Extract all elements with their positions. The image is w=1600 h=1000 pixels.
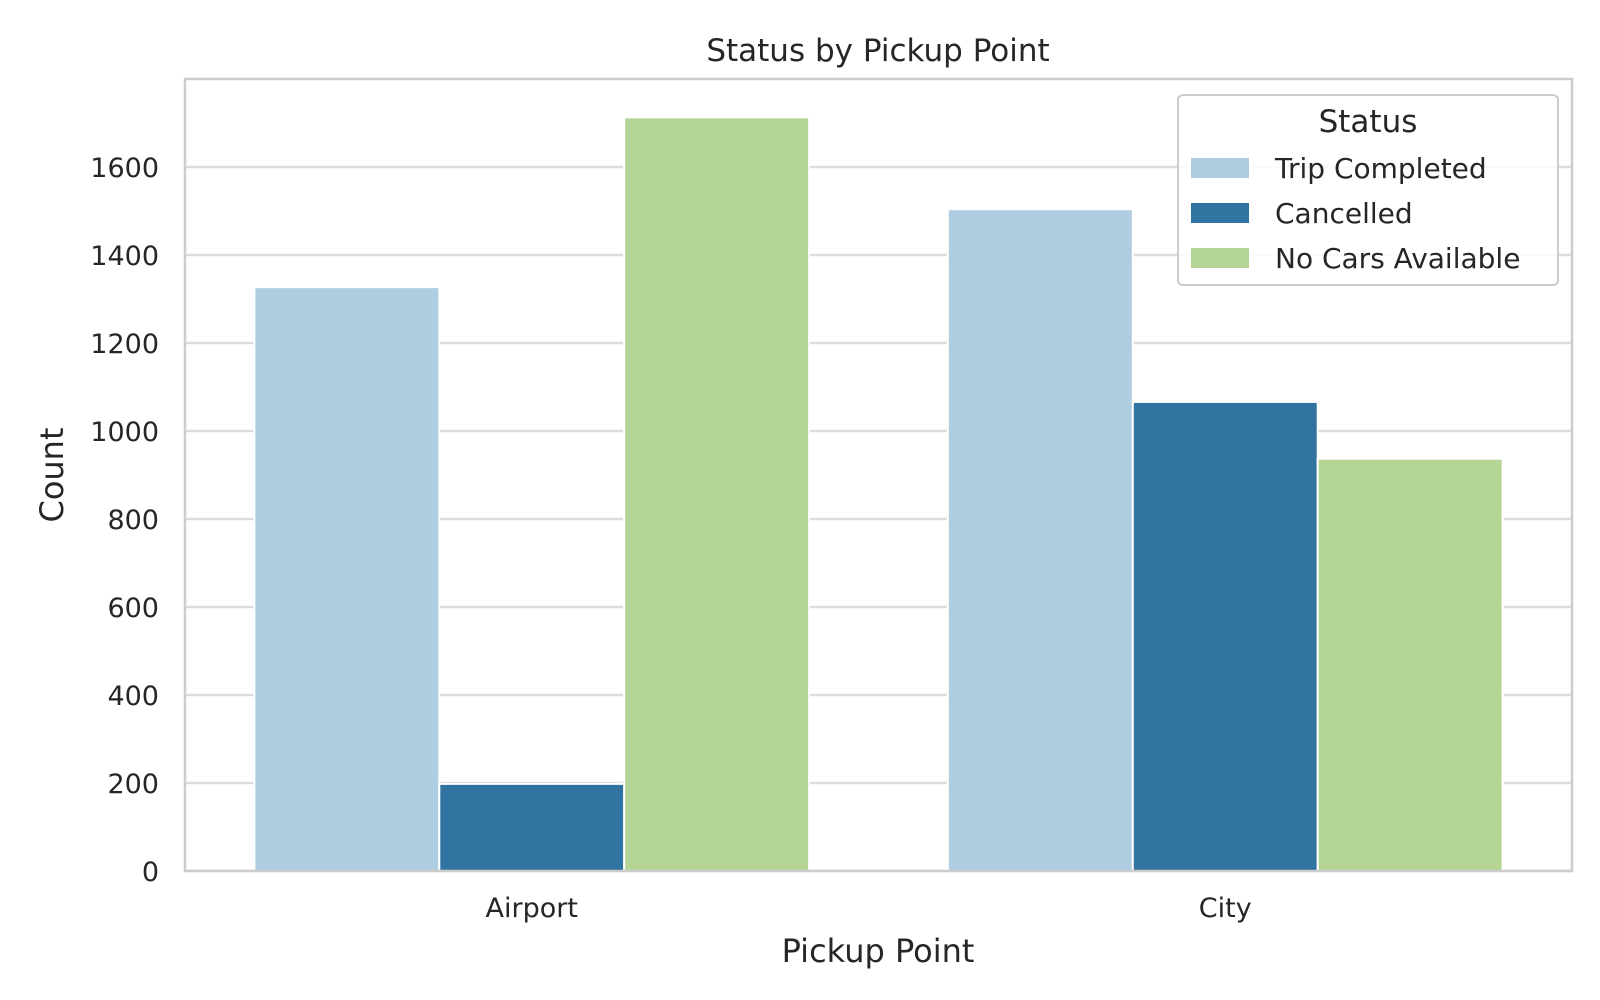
bars <box>253 116 1504 873</box>
legend-label: Cancelled <box>1275 197 1413 230</box>
legend-swatch <box>1191 158 1249 178</box>
y-tick-label: 800 <box>107 505 159 536</box>
legend-box <box>1177 94 1559 286</box>
y-tick-label: 200 <box>107 769 159 800</box>
bar <box>1131 400 1319 872</box>
y-tick-label: 0 <box>142 857 159 888</box>
bar <box>1316 457 1504 872</box>
bar <box>623 116 811 872</box>
legend-swatch <box>1191 248 1249 268</box>
legend-label: Trip Completed <box>1274 152 1487 185</box>
legend-swatch <box>1191 203 1249 223</box>
y-tick-label: 1000 <box>90 417 159 448</box>
y-tick-label: 600 <box>107 593 159 624</box>
legend-items: Trip Completed Cancelled No Cars Available <box>1191 152 1520 275</box>
bar <box>438 782 626 873</box>
bar <box>946 208 1134 873</box>
plot-frame <box>183 77 1574 873</box>
x-tick-label: City <box>1199 893 1252 924</box>
y-tick-label: 1400 <box>90 241 159 272</box>
legend-title: Status <box>1319 104 1418 140</box>
y-tick-label: 1600 <box>90 153 159 184</box>
x-axis-title: Pickup Point <box>782 932 975 970</box>
y-tick-label: 1200 <box>90 329 159 360</box>
y-axis-ticks: 0 200 400 600 800 1000 1200 1400 1600 <box>90 153 159 888</box>
legend: Status Trip Completed Cancelled No Cars Av… <box>1177 94 1559 286</box>
chart-title: Status by Pickup Point <box>706 33 1049 69</box>
x-axis-ticks: Airport City <box>486 893 1252 924</box>
y-axis-title: Count <box>33 427 71 522</box>
legend-label: No Cars Available <box>1275 242 1520 275</box>
y-tick-label: 400 <box>107 681 159 712</box>
x-tick-label: Airport <box>486 893 578 924</box>
bar <box>253 286 441 872</box>
